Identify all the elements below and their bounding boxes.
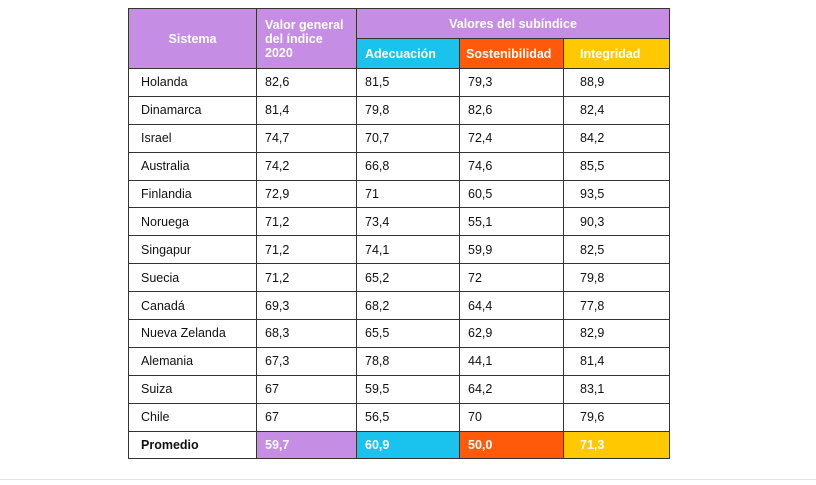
cell-sostenibilidad: 82,6 xyxy=(459,95,564,125)
table-row: Finlandia 72,9 71 60,5 93,5 xyxy=(128,179,671,209)
header-valor-line2: del índice xyxy=(265,31,323,46)
cell-adecuacion: 65,5 xyxy=(356,319,460,348)
cell-adecuacion: 79,8 xyxy=(356,95,460,125)
average-label: Promedio xyxy=(128,430,257,460)
table-row: Chile 67 56,5 70 79,6 xyxy=(128,402,671,432)
header-adecuacion: Adecuación xyxy=(356,38,460,69)
cell-adecuacion: 73,4 xyxy=(356,207,460,237)
cell-general: 72,9 xyxy=(256,179,357,209)
table-row: Suiza 67 59,5 64,2 83,1 xyxy=(128,374,671,404)
cell-country: Singapur xyxy=(128,235,257,265)
cell-general: 71,2 xyxy=(256,207,357,237)
header-valor-general: Valor general del índice 2020 xyxy=(256,8,357,69)
cell-adecuacion: 66,8 xyxy=(356,151,460,181)
cell-sostenibilidad: 74,6 xyxy=(459,151,564,181)
table-row: Israel 74,7 70,7 72,4 84,2 xyxy=(128,123,671,153)
cell-integridad: 88,9 xyxy=(562,68,671,97)
table-row: Canadá 69,3 68,2 64,4 77,8 xyxy=(128,291,671,321)
cell-adecuacion: 65,2 xyxy=(356,263,460,293)
pension-index-table: Sistema Valor general del índice 2020 Va… xyxy=(128,8,671,460)
cell-integridad: 85,5 xyxy=(562,151,671,181)
table-row: Noruega 71,2 73,4 55,1 90,3 xyxy=(128,207,671,237)
table-row: Suecia 71,2 65,2 72 79,8 xyxy=(128,263,671,293)
header-valor-line1: Valor general xyxy=(265,17,344,32)
table-row: Nueva Zelanda 68,3 65,5 62,9 82,9 xyxy=(128,319,671,348)
cell-country: Suecia xyxy=(128,263,257,293)
cell-general: 68,3 xyxy=(256,319,357,348)
table-row: Alemania 67,3 78,8 44,1 81,4 xyxy=(128,346,671,376)
cell-country: Noruega xyxy=(128,207,257,237)
header-subindice: Valores del subíndice xyxy=(355,8,671,39)
cell-country: Holanda xyxy=(128,68,257,97)
cell-country: Israel xyxy=(128,123,257,153)
cell-integridad: 83,1 xyxy=(562,374,671,404)
average-integridad: 71,3 xyxy=(562,430,671,460)
cell-general: 67,3 xyxy=(256,346,357,376)
average-adecuacion: 60,9 xyxy=(356,430,460,460)
table-row: Dinamarca 81,4 79,8 82,6 82,4 xyxy=(128,95,671,125)
cell-integridad: 77,8 xyxy=(562,291,671,321)
cell-adecuacion: 59,5 xyxy=(356,374,460,404)
cell-sostenibilidad: 60,5 xyxy=(459,179,564,209)
cell-sostenibilidad: 72,4 xyxy=(459,123,564,153)
header-sostenibilidad: Sostenibilidad xyxy=(459,38,564,69)
cell-adecuacion: 70,7 xyxy=(356,123,460,153)
cell-general: 74,2 xyxy=(256,151,357,181)
cell-sostenibilidad: 64,2 xyxy=(459,374,564,404)
cell-adecuacion: 68,2 xyxy=(356,291,460,321)
cell-integridad: 90,3 xyxy=(562,207,671,237)
cell-sostenibilidad: 64,4 xyxy=(459,291,564,321)
cell-adecuacion: 78,8 xyxy=(356,346,460,376)
cell-country: Australia xyxy=(128,151,257,181)
cell-general: 67 xyxy=(256,374,357,404)
cell-integridad: 79,6 xyxy=(562,402,671,432)
cell-general: 71,2 xyxy=(256,235,357,265)
cell-sostenibilidad: 59,9 xyxy=(459,235,564,265)
header-sistema: Sistema xyxy=(128,8,257,69)
bottom-divider xyxy=(0,479,816,480)
average-sostenibilidad: 50,0 xyxy=(459,430,564,460)
cell-integridad: 79,8 xyxy=(562,263,671,293)
cell-country: Chile xyxy=(128,402,257,432)
cell-sostenibilidad: 72 xyxy=(459,263,564,293)
header-integridad: Integridad xyxy=(562,38,671,69)
cell-adecuacion: 56,5 xyxy=(356,402,460,432)
cell-general: 82,6 xyxy=(256,68,357,97)
cell-integridad: 84,2 xyxy=(562,123,671,153)
cell-sostenibilidad: 79,3 xyxy=(459,68,564,97)
cell-general: 71,2 xyxy=(256,263,357,293)
cell-sostenibilidad: 62,9 xyxy=(459,319,564,348)
cell-adecuacion: 71 xyxy=(356,179,460,209)
cell-adecuacion: 81,5 xyxy=(356,68,460,97)
cell-integridad: 82,9 xyxy=(562,319,671,348)
cell-general: 81,4 xyxy=(256,95,357,125)
cell-country: Finlandia xyxy=(128,179,257,209)
cell-country: Suiza xyxy=(128,374,257,404)
cell-country: Dinamarca xyxy=(128,95,257,125)
table-row: Holanda 82,6 81,5 79,3 88,9 xyxy=(128,68,671,97)
cell-integridad: 82,5 xyxy=(562,235,671,265)
cell-general: 67 xyxy=(256,402,357,432)
cell-country: Nueva Zelanda xyxy=(128,319,257,348)
cell-integridad: 93,5 xyxy=(562,179,671,209)
cell-country: Alemania xyxy=(128,346,257,376)
cell-sostenibilidad: 44,1 xyxy=(459,346,564,376)
average-general: 59,7 xyxy=(256,430,357,460)
average-row: Promedio 59,7 60,9 50,0 71,3 xyxy=(128,430,671,460)
cell-sostenibilidad: 55,1 xyxy=(459,207,564,237)
cell-adecuacion: 74,1 xyxy=(356,235,460,265)
cell-integridad: 81,4 xyxy=(562,346,671,376)
cell-general: 69,3 xyxy=(256,291,357,321)
cell-sostenibilidad: 70 xyxy=(459,402,564,432)
cell-general: 74,7 xyxy=(256,123,357,153)
table-row: Australia 74,2 66,8 74,6 85,5 xyxy=(128,151,671,181)
header-valor-line3: 2020 xyxy=(265,45,293,60)
cell-country: Canadá xyxy=(128,291,257,321)
cell-integridad: 82,4 xyxy=(562,95,671,125)
table-row: Singapur 71,2 74,1 59,9 82,5 xyxy=(128,235,671,265)
